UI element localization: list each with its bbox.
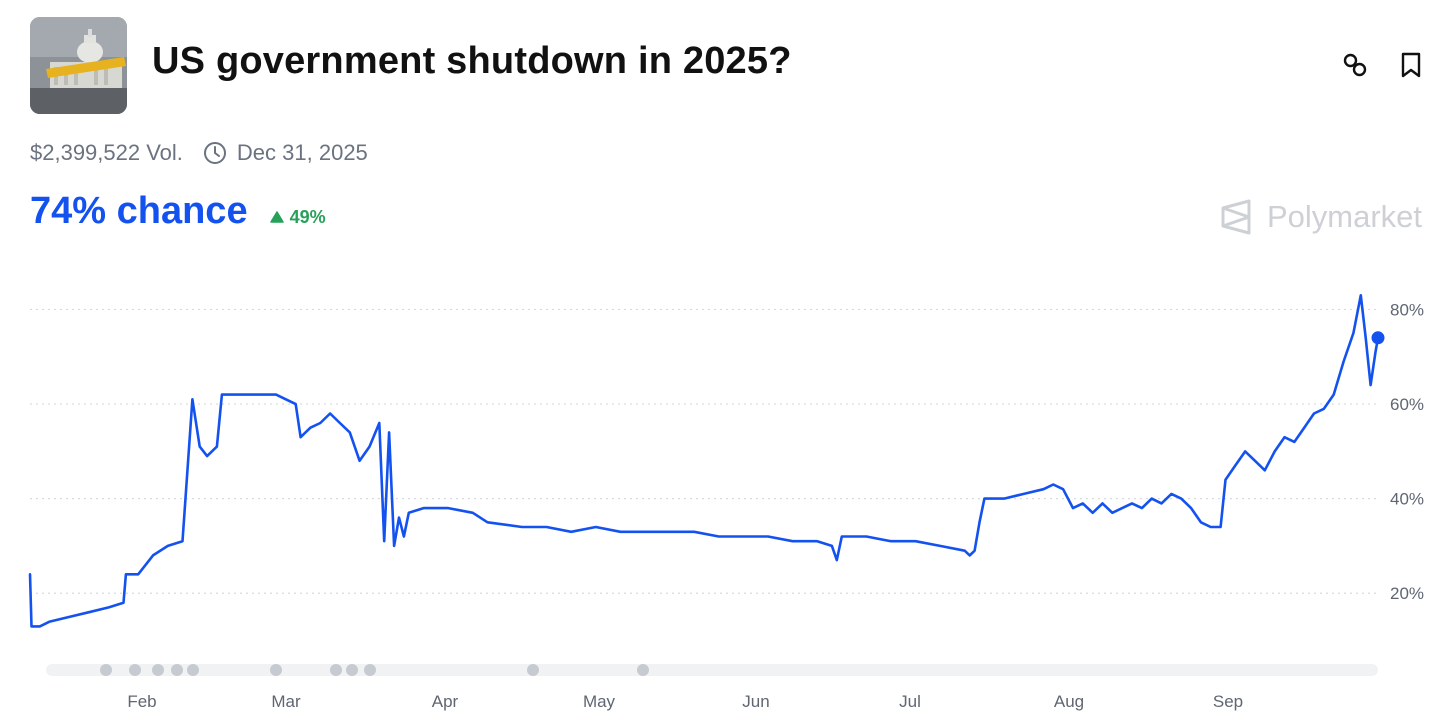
market-meta: $2,399,522 Vol. Dec 31, 2025 <box>30 140 368 166</box>
bookmark-button[interactable] <box>1396 50 1426 80</box>
event-marker[interactable] <box>171 664 183 676</box>
y-tick-label: 80% <box>1390 300 1424 319</box>
x-tick-label: Jun <box>742 692 769 711</box>
chance-row: 74% chance 49% <box>30 190 326 233</box>
header-actions <box>1340 50 1426 80</box>
bookmark-icon <box>1401 52 1421 78</box>
x-tick-label: May <box>583 692 616 711</box>
event-marker[interactable] <box>330 664 342 676</box>
series-line <box>28 294 1380 628</box>
copy-link-button[interactable] <box>1340 50 1370 80</box>
current-point[interactable] <box>1371 331 1385 345</box>
event-marker[interactable] <box>637 664 649 676</box>
x-tick-label: Feb <box>127 692 156 711</box>
capitol-shutdown-thumbnail <box>30 17 127 114</box>
event-marker[interactable] <box>346 664 358 676</box>
event-marker[interactable] <box>187 664 199 676</box>
chance-value: 74% chance <box>30 190 248 232</box>
volume-text: $2,399,522 Vol. <box>30 140 183 165</box>
event-marker[interactable] <box>152 664 164 676</box>
x-tick-label: Jul <box>899 692 921 711</box>
brand-name: Polymarket <box>1266 199 1422 234</box>
triangle-up-icon <box>269 211 284 223</box>
clock-icon <box>203 141 227 165</box>
event-marker[interactable] <box>100 664 112 676</box>
event-marker[interactable] <box>527 664 539 676</box>
change-badge: 49% <box>269 206 326 228</box>
market-thumbnail <box>30 17 127 114</box>
link-icon <box>1343 53 1367 77</box>
polymarket-logo-icon <box>1221 199 1251 235</box>
y-tick-label: 60% <box>1390 395 1424 414</box>
y-tick-label: 40% <box>1390 490 1424 509</box>
event-marker[interactable] <box>270 664 282 676</box>
x-tick-label: Mar <box>271 692 301 711</box>
x-tick-label: Apr <box>432 692 459 711</box>
x-tick-label: Sep <box>1213 692 1243 711</box>
market-title: US government shutdown in 2025? <box>152 40 792 82</box>
change-value: 49% <box>289 206 326 227</box>
y-tick-label: 20% <box>1390 584 1424 603</box>
x-tick-label: Aug <box>1054 692 1084 711</box>
event-marker[interactable] <box>129 664 141 676</box>
event-marker[interactable] <box>364 664 376 676</box>
events-track <box>46 664 1378 676</box>
end-date-text: Dec 31, 2025 <box>236 140 368 165</box>
polymarket-brand: Polymarket <box>1219 198 1422 236</box>
